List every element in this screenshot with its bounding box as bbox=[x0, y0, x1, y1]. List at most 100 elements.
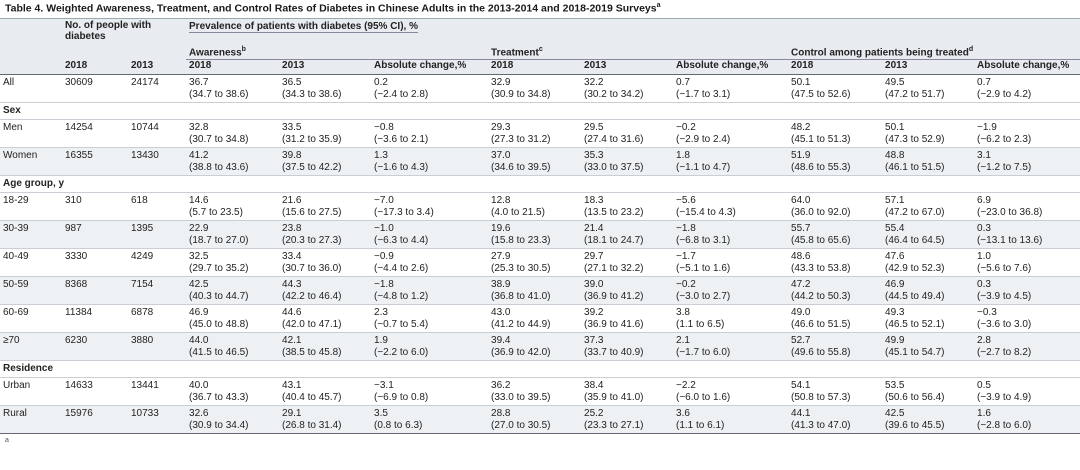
header-aw-2013: 2013 bbox=[279, 59, 372, 75]
rate-ci: (38.8 to 43.6) bbox=[189, 161, 249, 173]
rate-value: 21.6 bbox=[282, 195, 302, 206]
rate-ci: (36.9 to 42.0) bbox=[491, 346, 551, 358]
rate-cell: 1.8 (−1.1 to 4.7) bbox=[673, 147, 789, 176]
row-label: 50-59 bbox=[0, 276, 62, 305]
rate-cell: 47.2 (44.2 to 50.3) bbox=[788, 276, 883, 305]
rate-cell: −2.2 (−6.0 to 1.6) bbox=[673, 377, 789, 406]
rate-value: 48.8 bbox=[885, 150, 905, 161]
rate-cell: −3.1 (−6.9 to 0.8) bbox=[371, 377, 489, 406]
rate-value: 22.9 bbox=[189, 223, 209, 234]
rate-ci: (44.2 to 50.3) bbox=[791, 290, 851, 302]
rate-ci: (33.0 to 37.5) bbox=[584, 161, 644, 173]
count-2018: 30609 bbox=[62, 74, 128, 103]
rate-ci: (39.6 to 45.5) bbox=[885, 419, 945, 431]
rate-ci: (−2.2 to 6.0) bbox=[374, 346, 429, 358]
rate-cell: 40.0 (36.7 to 43.3) bbox=[186, 377, 280, 406]
rate-value: 1.9 bbox=[374, 335, 388, 346]
rate-value: 21.4 bbox=[584, 223, 604, 234]
count-2018: 3330 bbox=[62, 248, 128, 277]
rate-value: 36.5 bbox=[282, 77, 302, 88]
rate-ci: (50.8 to 57.3) bbox=[791, 391, 851, 403]
count-2018: 310 bbox=[62, 192, 128, 221]
table-row: 40-49 3330 4249 32.5 (29.7 to 35.2) 33.4 (30.7… bbox=[0, 248, 1080, 277]
rate-cell: 0.7 (−1.7 to 3.1) bbox=[673, 74, 789, 103]
count-2018: 6230 bbox=[62, 332, 128, 361]
rate-ci: (−6.2 to 2.3) bbox=[977, 133, 1032, 145]
rate-value: 27.9 bbox=[491, 251, 511, 262]
rate-value: 0.3 bbox=[977, 223, 991, 234]
rate-ci: (42.9 to 52.3) bbox=[885, 262, 945, 274]
rate-cell: 49.3 (46.5 to 52.1) bbox=[882, 304, 975, 333]
count-2013: 1395 bbox=[128, 220, 187, 249]
rate-value: 44.6 bbox=[282, 307, 302, 318]
rate-value: 48.2 bbox=[791, 122, 811, 133]
rate-ci: (−5.6 to 7.6) bbox=[977, 262, 1032, 274]
rate-ci: (−1.1 to 4.7) bbox=[676, 161, 731, 173]
row-label: Rural bbox=[0, 405, 62, 433]
rate-value: 33.5 bbox=[282, 122, 302, 133]
rate-cell: 43.0 (41.2 to 44.9) bbox=[488, 304, 582, 333]
rate-cell: 44.3 (42.2 to 46.4) bbox=[279, 276, 372, 305]
rate-value: 53.5 bbox=[885, 380, 905, 391]
rate-cell: 14.6 (5.7 to 23.5) bbox=[186, 192, 280, 221]
rate-cell: 0.2 (−2.4 to 2.8) bbox=[371, 74, 489, 103]
header-co-2013: 2013 bbox=[882, 59, 975, 75]
rate-cell: 2.3 (−0.7 to 5.4) bbox=[371, 304, 489, 333]
rate-cell: 32.6 (30.9 to 34.4) bbox=[186, 405, 280, 433]
count-2013: 10733 bbox=[128, 405, 187, 433]
table-body: All 30609 24174 36.7 (34.7 to 38.6) 36.5 (34.3… bbox=[0, 74, 1080, 433]
rate-cell: 54.1 (50.8 to 57.3) bbox=[788, 377, 883, 406]
rate-cell: 29.7 (27.1 to 32.2) bbox=[581, 248, 674, 277]
row-label: ≥70 bbox=[0, 332, 62, 361]
rate-cell: 49.5 (47.2 to 51.7) bbox=[882, 74, 975, 103]
rate-cell: 32.2 (30.2 to 34.2) bbox=[581, 74, 674, 103]
rate-ci: (30.7 to 34.8) bbox=[189, 133, 249, 145]
rate-value: 29.1 bbox=[282, 408, 302, 419]
rate-ci: (42.2 to 46.4) bbox=[282, 290, 342, 302]
rate-ci: (−2.7 to 8.2) bbox=[977, 346, 1032, 358]
rate-cell: 19.6 (15.8 to 23.3) bbox=[488, 220, 582, 249]
rate-cell: 6.9 (−23.0 to 36.8) bbox=[974, 192, 1080, 221]
rate-ci: (−6.9 to 0.8) bbox=[374, 391, 429, 403]
rate-cell: 3.1 (−1.2 to 7.5) bbox=[974, 147, 1080, 176]
rate-ci: (−3.9 to 4.5) bbox=[977, 290, 1032, 302]
rate-value: 1.0 bbox=[977, 251, 991, 262]
rate-cell: 12.8 (4.0 to 21.5) bbox=[488, 192, 582, 221]
rate-ci: (−2.4 to 2.8) bbox=[374, 88, 429, 100]
rate-cell: 48.6 (43.3 to 53.8) bbox=[788, 248, 883, 277]
rate-cell: −0.2 (−3.0 to 2.7) bbox=[673, 276, 789, 305]
table-group-row: Sex bbox=[0, 102, 1080, 120]
rate-value: −0.9 bbox=[374, 251, 394, 262]
rate-cell: 21.4 (18.1 to 24.7) bbox=[581, 220, 674, 249]
header-tr-change: Absolute change,% bbox=[673, 59, 789, 75]
rate-cell: −1.8 (−6.8 to 3.1) bbox=[673, 220, 789, 249]
rate-value: 25.2 bbox=[584, 408, 604, 419]
header-tr-2018: 2018 bbox=[488, 59, 582, 75]
rate-ci: (−3.6 to 3.0) bbox=[977, 318, 1032, 330]
rate-ci: (−23.0 to 36.8) bbox=[977, 206, 1043, 218]
header-prevalence-group: Prevalence of patients with diabetes (95… bbox=[186, 18, 1080, 44]
rate-value: 44.3 bbox=[282, 279, 302, 290]
rate-value: 0.2 bbox=[374, 77, 388, 88]
header-tr-2013: 2013 bbox=[581, 59, 674, 75]
rate-ci: (30.7 to 36.0) bbox=[282, 262, 342, 274]
rate-cell: 55.4 (46.4 to 64.5) bbox=[882, 220, 975, 249]
rate-cell: 46.9 (44.5 to 49.4) bbox=[882, 276, 975, 305]
rate-ci: (−1.7 to 6.0) bbox=[676, 346, 731, 358]
rate-value: 3.5 bbox=[374, 408, 388, 419]
rate-ci: (33.7 to 40.9) bbox=[584, 346, 644, 358]
rate-cell: 42.5 (39.6 to 45.5) bbox=[882, 405, 975, 433]
rate-cell: 39.0 (36.9 to 41.2) bbox=[581, 276, 674, 305]
rate-value: 3.1 bbox=[977, 150, 991, 161]
row-label: Men bbox=[0, 119, 62, 148]
rate-cell: 33.5 (31.2 to 35.9) bbox=[279, 119, 372, 148]
group-label: Age group, y bbox=[0, 175, 1080, 193]
rate-cell: 46.9 (45.0 to 48.8) bbox=[186, 304, 280, 333]
rate-cell: 21.6 (15.6 to 27.5) bbox=[279, 192, 372, 221]
header-control: Control among patients being treatedd bbox=[788, 44, 1080, 60]
header-blank-2 bbox=[0, 44, 62, 60]
count-2013: 10744 bbox=[128, 119, 187, 148]
table-title: Table 4. Weighted Awareness, Treatment, … bbox=[0, 0, 1080, 18]
rate-cell: 50.1 (47.3 to 52.9) bbox=[882, 119, 975, 148]
rate-ci: (−5.1 to 1.6) bbox=[676, 262, 731, 274]
